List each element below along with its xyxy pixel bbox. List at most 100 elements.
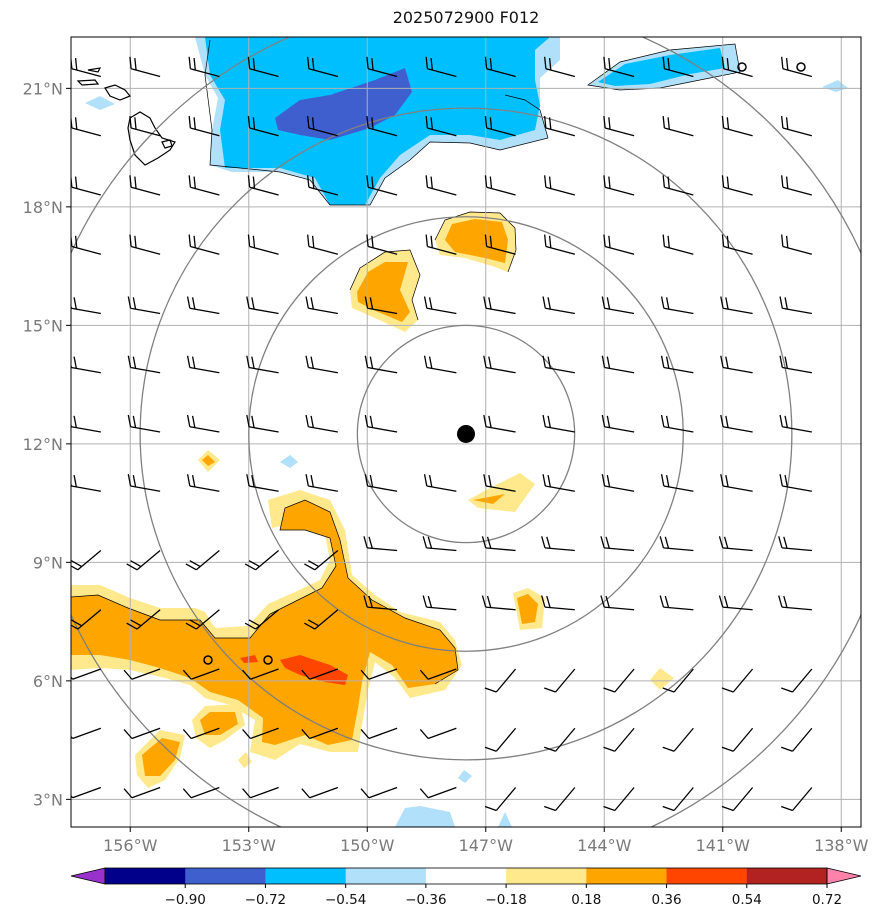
barb-feather [606, 475, 611, 488]
barb-shaft [792, 668, 813, 693]
barb-shaft [673, 727, 694, 752]
barb-feather [606, 356, 611, 369]
barb-feather [364, 296, 369, 309]
barb-feather [662, 687, 675, 693]
anomaly-region [85, 96, 115, 110]
wind-barb [603, 727, 635, 752]
x-tick-label: 141°W [696, 836, 751, 855]
wind-barb [244, 609, 280, 630]
barb-feather [484, 234, 488, 247]
barb-feather [726, 58, 730, 71]
barb-feather [721, 56, 725, 69]
wind-barb [720, 355, 753, 374]
barb-feather [301, 669, 311, 680]
anomaly-region [650, 668, 674, 690]
wind-barb [779, 474, 812, 492]
barb-feather [428, 356, 433, 369]
barb-feather [369, 475, 374, 488]
barb-feather [360, 669, 370, 680]
wind-barb [185, 550, 220, 571]
barb-feather [726, 235, 730, 248]
barb-feather [74, 176, 78, 189]
wind-barb [307, 115, 339, 137]
barb-feather [188, 234, 192, 247]
barb-feather [307, 175, 310, 188]
barb-feather [725, 356, 729, 369]
barb-feather [369, 297, 374, 310]
wind-barb [188, 115, 220, 137]
barb-feather [363, 536, 368, 549]
colorbar-tick-label: −0.18 [485, 892, 526, 908]
hawaii-coastline [76, 62, 806, 665]
wind-barb [481, 595, 516, 611]
barb-feather [601, 414, 606, 427]
barb-feather [483, 296, 487, 309]
barb-feather [430, 58, 433, 71]
wind-barb [660, 474, 694, 492]
barb-feather [784, 356, 788, 369]
barb-feather [419, 728, 429, 739]
barb-feather [778, 536, 783, 549]
wind-barb [483, 296, 516, 315]
wind-barb [484, 787, 517, 812]
barb-feather [726, 117, 730, 130]
anomaly-region [498, 812, 512, 827]
wind-barb [364, 355, 398, 374]
storm-center-marker [457, 424, 475, 443]
wind-barb [662, 234, 694, 255]
wind-barb [544, 727, 576, 752]
wind-barb [71, 356, 101, 374]
colorbar-segment [666, 868, 748, 884]
wind-barb [304, 550, 339, 571]
barb-shaft [427, 786, 457, 799]
y-tick-label: 15°N [23, 316, 63, 335]
plot-frame [70, 36, 862, 828]
barb-feather [134, 235, 137, 248]
barb-feather [247, 115, 251, 129]
wind-barb [244, 550, 280, 571]
barb-feather [132, 415, 137, 428]
range-rings [71, 37, 861, 827]
barb-shaft [190, 786, 220, 799]
barb-feather [366, 56, 369, 69]
barb-feather [311, 176, 315, 189]
island-outline [104, 84, 131, 101]
wind-barb [242, 668, 279, 680]
wind-barb [246, 355, 279, 374]
barb-shaft [131, 727, 161, 740]
barb-feather [305, 474, 309, 487]
barb-feather [364, 355, 369, 368]
anomaly-region [822, 80, 848, 92]
wind-barb [779, 296, 812, 315]
barb-feather [191, 356, 196, 369]
barb-feather [542, 474, 546, 487]
barb-feather [784, 475, 788, 488]
barb-feather [488, 475, 492, 488]
barb-feather [601, 355, 606, 368]
barb-feather [601, 474, 606, 487]
wind-barb [720, 414, 753, 433]
wind-barb [601, 414, 635, 433]
barb-feather [423, 296, 428, 309]
barb-feather [73, 475, 77, 488]
barb-feather [781, 746, 793, 752]
barb-feather [489, 235, 493, 248]
colorbar-tick-label: −0.72 [245, 892, 286, 908]
wind-barb [71, 297, 101, 315]
barb-feather [603, 746, 616, 752]
barb-feather [244, 622, 256, 630]
wind-barb [186, 296, 220, 315]
plot-area [71, 37, 861, 827]
barb-feather [369, 415, 374, 428]
barb-feather [246, 414, 250, 427]
barb-feather [73, 297, 77, 310]
barb-feather [247, 56, 251, 69]
wind-barb [423, 296, 457, 315]
wind-barb [123, 786, 161, 799]
barb-feather [608, 235, 611, 248]
barb-shaft [72, 727, 102, 740]
barb-feather [486, 536, 492, 549]
barb-feather [127, 355, 132, 368]
barb-feather [484, 115, 488, 129]
wind-barb [364, 296, 398, 315]
